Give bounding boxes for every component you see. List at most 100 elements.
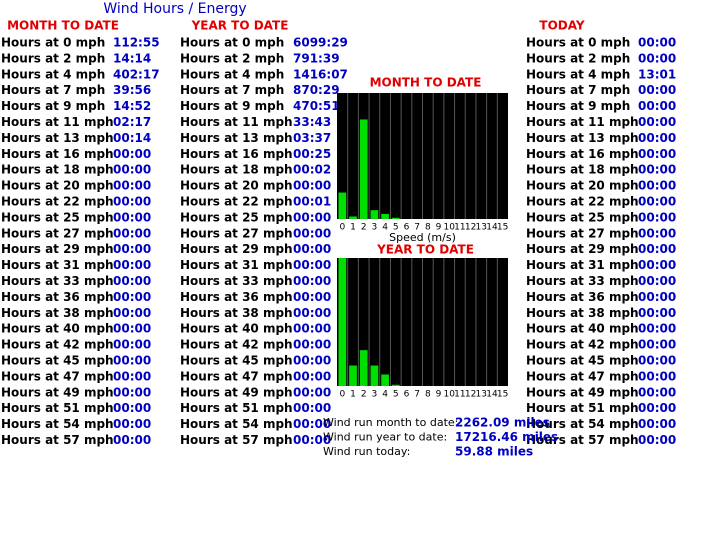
row-value: 6099:29 xyxy=(293,36,348,50)
row-value: 00:00 xyxy=(113,354,151,368)
row-value: 00:00 xyxy=(113,385,151,399)
wind-run-value: 59.88 miles xyxy=(455,445,533,459)
row-value: 00:00 xyxy=(638,433,676,447)
row-label: Hours at 49 mph xyxy=(180,385,293,399)
row-value: 00:00 xyxy=(638,210,676,224)
row-label: Hours at 13 mph xyxy=(180,131,293,145)
row-value: 00:00 xyxy=(293,242,331,256)
row-value: 00:00 xyxy=(638,401,676,415)
row-label: Hours at 29 mph xyxy=(180,242,293,256)
row-label: Hours at 54 mph xyxy=(180,417,293,431)
row-label: Hours at 47 mph xyxy=(180,369,293,383)
row-label: Hours at 16 mph xyxy=(180,147,293,161)
row-label: Hours at 49 mph xyxy=(1,385,114,399)
row-label: Hours at 42 mph xyxy=(180,338,293,352)
row-value: 00:00 xyxy=(113,258,151,272)
row-value: 00:00 xyxy=(638,51,676,65)
x-tick-label: 7 xyxy=(414,390,420,400)
row-value: 870:29 xyxy=(293,83,340,97)
row-label: Hours at 31 mph xyxy=(526,258,639,272)
row-label: Hours at 36 mph xyxy=(526,290,639,304)
row-label: Hours at 2 mph xyxy=(526,51,630,65)
row-value: 00:00 xyxy=(113,274,151,288)
row-label: Hours at 2 mph xyxy=(1,51,105,65)
x-tick-label: 1 xyxy=(350,390,356,400)
row-label: Hours at 11 mph xyxy=(180,115,293,129)
row-value: 00:00 xyxy=(293,354,331,368)
row-label: Hours at 38 mph xyxy=(526,306,639,320)
row-label: Hours at 27 mph xyxy=(526,226,639,240)
x-tick-label: 13 xyxy=(476,223,487,233)
row-label: Hours at 40 mph xyxy=(526,322,639,336)
row-label: Hours at 9 mph xyxy=(526,99,630,113)
row-label: Hours at 45 mph xyxy=(180,354,293,368)
row-label: Hours at 40 mph xyxy=(180,322,293,336)
wind-run-label: Wind run month to date: xyxy=(323,416,458,429)
row-value: 00:00 xyxy=(293,290,331,304)
row-value: 03:37 xyxy=(293,131,331,145)
row-value: 00:00 xyxy=(293,258,331,272)
x-tick-label: 0 xyxy=(339,390,345,400)
row-label: Hours at 42 mph xyxy=(526,338,639,352)
row-value: 00:00 xyxy=(113,417,151,431)
x-axis-label: Speed (m/s) xyxy=(389,231,456,244)
row-value: 00:00 xyxy=(293,385,331,399)
row-label: Hours at 36 mph xyxy=(1,290,114,304)
row-value: 00:00 xyxy=(293,179,331,193)
x-tick-label: 2 xyxy=(361,223,367,233)
row-value: 00:00 xyxy=(638,258,676,272)
row-value: 00:00 xyxy=(638,147,676,161)
row-value: 00:00 xyxy=(293,338,331,352)
row-value: 00:00 xyxy=(113,195,151,209)
row-value: 00:00 xyxy=(113,242,151,256)
x-tick-label: 9 xyxy=(436,223,442,233)
row-value: 00:00 xyxy=(638,338,676,352)
row-label: Hours at 16 mph xyxy=(526,147,639,161)
row-label: Hours at 9 mph xyxy=(1,99,105,113)
row-value: 00:00 xyxy=(638,322,676,336)
table-heading: TODAY xyxy=(539,19,584,33)
row-value: 00:01 xyxy=(293,195,331,209)
table-heading: MONTH TO DATE xyxy=(7,19,119,33)
x-tick-label: 13 xyxy=(476,390,487,400)
row-value: 00:00 xyxy=(293,274,331,288)
bar xyxy=(338,258,347,386)
row-value: 112:55 xyxy=(113,36,160,50)
x-tick-label: 6 xyxy=(404,223,410,233)
row-value: 00:00 xyxy=(293,226,331,240)
row-label: Hours at 40 mph xyxy=(1,322,114,336)
row-label: Hours at 4 mph xyxy=(526,67,630,81)
row-label: Hours at 27 mph xyxy=(1,226,114,240)
row-label: Hours at 4 mph xyxy=(1,67,105,81)
row-label: Hours at 36 mph xyxy=(180,290,293,304)
bar xyxy=(349,216,357,219)
row-label: Hours at 20 mph xyxy=(180,179,293,193)
row-label: Hours at 4 mph xyxy=(180,67,284,81)
row-value: 33:43 xyxy=(293,115,331,129)
row-label: Hours at 18 mph xyxy=(526,163,639,177)
row-label: Hours at 25 mph xyxy=(526,210,639,224)
row-label: Hours at 20 mph xyxy=(1,179,114,193)
row-label: Hours at 16 mph xyxy=(1,147,114,161)
row-value: 00:00 xyxy=(113,210,151,224)
row-label: Hours at 0 mph xyxy=(180,36,284,50)
row-label: Hours at 38 mph xyxy=(180,306,293,320)
row-value: 00:00 xyxy=(113,163,151,177)
row-value: 00:00 xyxy=(638,163,676,177)
row-value: 39:56 xyxy=(113,83,151,97)
row-value: 00:14 xyxy=(113,131,151,145)
row-value: 791:39 xyxy=(293,51,340,65)
row-label: Hours at 22 mph xyxy=(1,195,114,209)
row-label: Hours at 38 mph xyxy=(1,306,114,320)
row-label: Hours at 51 mph xyxy=(526,401,639,415)
row-label: Hours at 27 mph xyxy=(180,226,293,240)
row-value: 00:00 xyxy=(638,306,676,320)
row-value: 00:00 xyxy=(293,322,331,336)
row-label: Hours at 2 mph xyxy=(180,51,284,65)
row-value: 470:51 xyxy=(293,99,340,113)
wind-run-label: Wind run today: xyxy=(323,445,410,458)
row-value: 00:00 xyxy=(113,433,151,447)
x-tick-label: 4 xyxy=(382,390,388,400)
row-label: Hours at 7 mph xyxy=(180,83,284,97)
row-value: 00:00 xyxy=(293,306,331,320)
